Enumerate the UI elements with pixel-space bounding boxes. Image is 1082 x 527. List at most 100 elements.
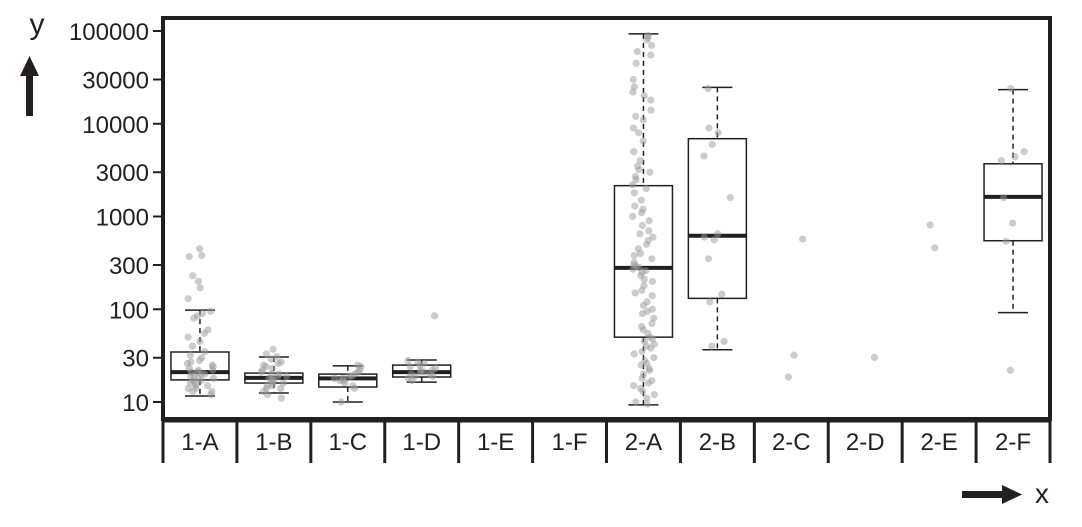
data-point bbox=[1006, 366, 1014, 374]
data-point bbox=[630, 189, 638, 197]
data-point bbox=[337, 398, 345, 406]
data-point bbox=[628, 181, 637, 189]
data-point bbox=[639, 137, 647, 145]
data-point bbox=[642, 184, 650, 193]
data-point bbox=[650, 354, 658, 362]
plot-frame bbox=[161, 16, 1052, 421]
data-point bbox=[198, 251, 206, 260]
y-tick-label: 300 bbox=[109, 253, 149, 280]
data-point bbox=[647, 106, 655, 114]
data-point bbox=[283, 372, 291, 380]
data-point bbox=[196, 245, 204, 253]
data-point bbox=[277, 394, 285, 402]
data-point bbox=[784, 373, 792, 381]
data-point bbox=[630, 350, 638, 358]
data-point bbox=[926, 221, 934, 229]
data-point bbox=[632, 59, 640, 67]
data-point bbox=[726, 193, 734, 202]
data-point bbox=[1007, 84, 1015, 93]
data-point bbox=[631, 202, 639, 210]
data-point bbox=[635, 166, 643, 174]
data-point bbox=[638, 286, 646, 294]
data-point bbox=[645, 227, 653, 235]
data-point bbox=[408, 377, 416, 385]
data-point bbox=[647, 41, 656, 49]
y-tick-label: 3000 bbox=[96, 160, 149, 187]
category-label: 2-F bbox=[995, 429, 1031, 456]
data-point bbox=[642, 240, 651, 249]
data-point bbox=[714, 230, 722, 238]
data-point bbox=[632, 112, 640, 121]
box-iqr bbox=[687, 137, 748, 300]
data-point bbox=[200, 329, 208, 337]
category-label: 2-E bbox=[920, 429, 957, 456]
data-point bbox=[646, 366, 654, 374]
data-point bbox=[416, 361, 424, 369]
category-label: 1-D bbox=[402, 429, 441, 456]
data-point bbox=[189, 272, 197, 280]
data-point bbox=[630, 148, 638, 156]
data-point bbox=[341, 379, 349, 387]
data-point bbox=[629, 88, 637, 96]
data-point bbox=[635, 129, 643, 137]
data-point bbox=[648, 320, 656, 328]
data-point bbox=[646, 168, 654, 176]
category-label: 2-B bbox=[699, 429, 736, 456]
data-point bbox=[645, 217, 653, 225]
data-point bbox=[629, 75, 637, 84]
data-point bbox=[647, 344, 655, 352]
data-point bbox=[632, 175, 640, 184]
data-point bbox=[209, 366, 217, 374]
box-iqr bbox=[613, 184, 674, 338]
data-point bbox=[708, 140, 716, 148]
data-point bbox=[636, 230, 644, 238]
data-point bbox=[644, 379, 652, 387]
data-point bbox=[350, 384, 359, 393]
y-tick-label: 30000 bbox=[82, 67, 149, 94]
data-point bbox=[269, 345, 277, 353]
x-axis-label: x bbox=[1035, 478, 1049, 509]
data-point bbox=[190, 314, 198, 322]
category-label: 2-D bbox=[846, 429, 885, 456]
y-tick-label: 1000 bbox=[96, 205, 149, 232]
data-point bbox=[638, 374, 646, 382]
data-point bbox=[1020, 148, 1028, 156]
data-point bbox=[643, 394, 651, 402]
data-point bbox=[720, 337, 728, 346]
data-point bbox=[631, 289, 639, 297]
data-point bbox=[639, 387, 647, 396]
data-point bbox=[1002, 237, 1010, 245]
data-point bbox=[630, 124, 638, 132]
data-point bbox=[647, 96, 655, 104]
data-point bbox=[704, 255, 713, 263]
data-point bbox=[430, 312, 439, 320]
data-point bbox=[189, 387, 197, 396]
data-point bbox=[643, 36, 651, 44]
data-point bbox=[639, 116, 647, 124]
category-label: 1-E bbox=[477, 429, 514, 456]
data-point bbox=[648, 277, 656, 285]
data-point bbox=[201, 347, 209, 356]
data-point bbox=[196, 284, 204, 292]
data-point bbox=[196, 337, 204, 346]
data-point bbox=[201, 370, 209, 378]
data-point bbox=[207, 391, 215, 399]
data-point bbox=[700, 233, 708, 241]
data-point bbox=[704, 84, 712, 93]
data-point bbox=[650, 391, 658, 399]
data-point bbox=[262, 350, 271, 358]
data-point bbox=[710, 236, 718, 244]
category-label: 1-B bbox=[255, 429, 292, 456]
data-point bbox=[632, 398, 640, 406]
up-arrow-icon bbox=[20, 56, 39, 116]
category-label: 2-A bbox=[625, 429, 662, 456]
data-point bbox=[636, 249, 644, 258]
data-point bbox=[647, 51, 655, 59]
data-point bbox=[640, 92, 648, 100]
data-point bbox=[640, 275, 648, 283]
data-point bbox=[274, 372, 282, 380]
data-point bbox=[636, 157, 644, 165]
data-point bbox=[700, 152, 708, 160]
data-point bbox=[638, 221, 646, 230]
y-tick-label: 10 bbox=[122, 390, 149, 417]
